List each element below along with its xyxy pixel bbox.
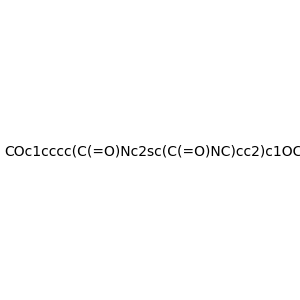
Text: COc1cccc(C(=O)Nc2sc(C(=O)NC)cc2)c1OC: COc1cccc(C(=O)Nc2sc(C(=O)NC)cc2)c1OC (4, 145, 300, 158)
